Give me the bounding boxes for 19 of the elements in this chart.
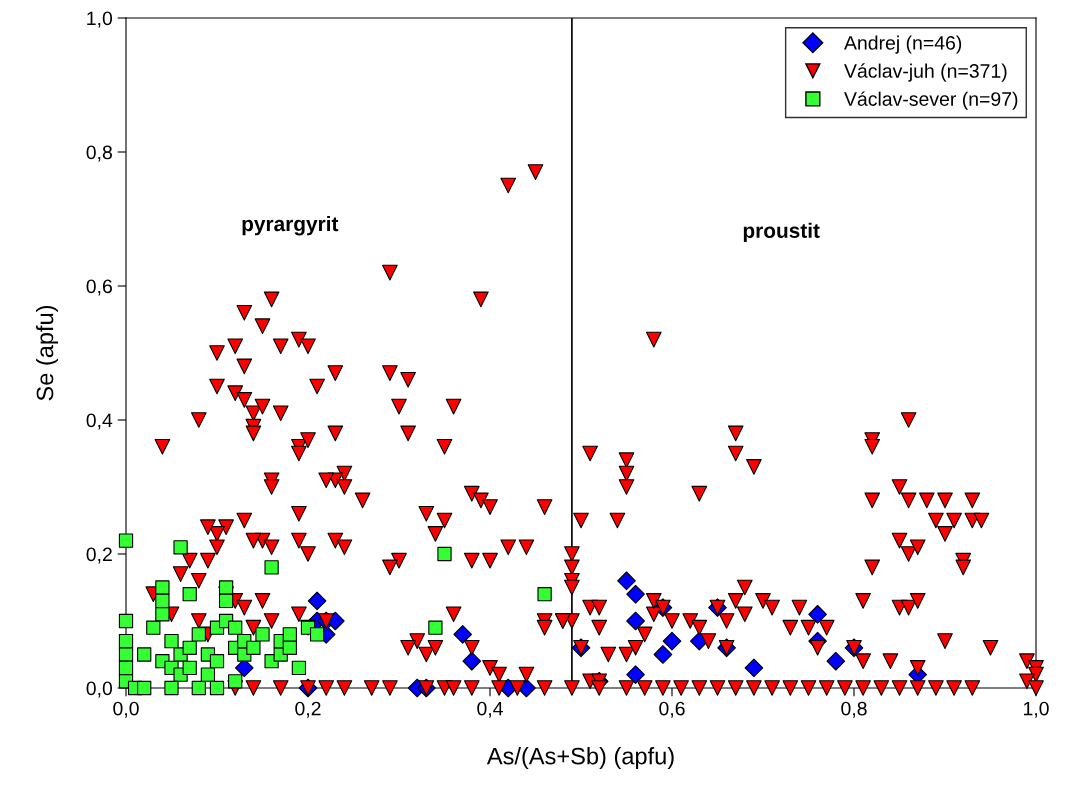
legend-label: Andrej (n=46)	[844, 35, 962, 54]
y-tick-label: 0,2	[86, 547, 112, 564]
x-tick-label: 0,0	[113, 701, 139, 718]
legend-label: Václav-sever (n=97)	[844, 91, 1018, 110]
y-tick-label: 0,0	[86, 681, 113, 698]
annotation: pyrargyrit	[242, 215, 339, 236]
x-tick-label: 0,4	[477, 701, 503, 718]
y-tick-label: 0,4	[86, 413, 113, 430]
y-tick-label: 0,6	[86, 279, 112, 296]
x-tick-label: 1,0	[1023, 701, 1049, 718]
x-tick-label: 0,8	[841, 701, 867, 718]
legend-label: Václav-juh (n=371)	[844, 63, 1007, 82]
y-tick-label: 0,8	[86, 145, 112, 162]
x-axis-title: As/(As+Sb) (apfu)	[486, 747, 674, 770]
annotation: proustit	[743, 222, 820, 243]
y-tick-label: 1,0	[87, 11, 113, 28]
x-tick-label: 0,6	[659, 701, 685, 718]
x-tick-label: 0,2	[295, 701, 321, 718]
y-axis-title: Se (apfu)	[35, 305, 58, 401]
